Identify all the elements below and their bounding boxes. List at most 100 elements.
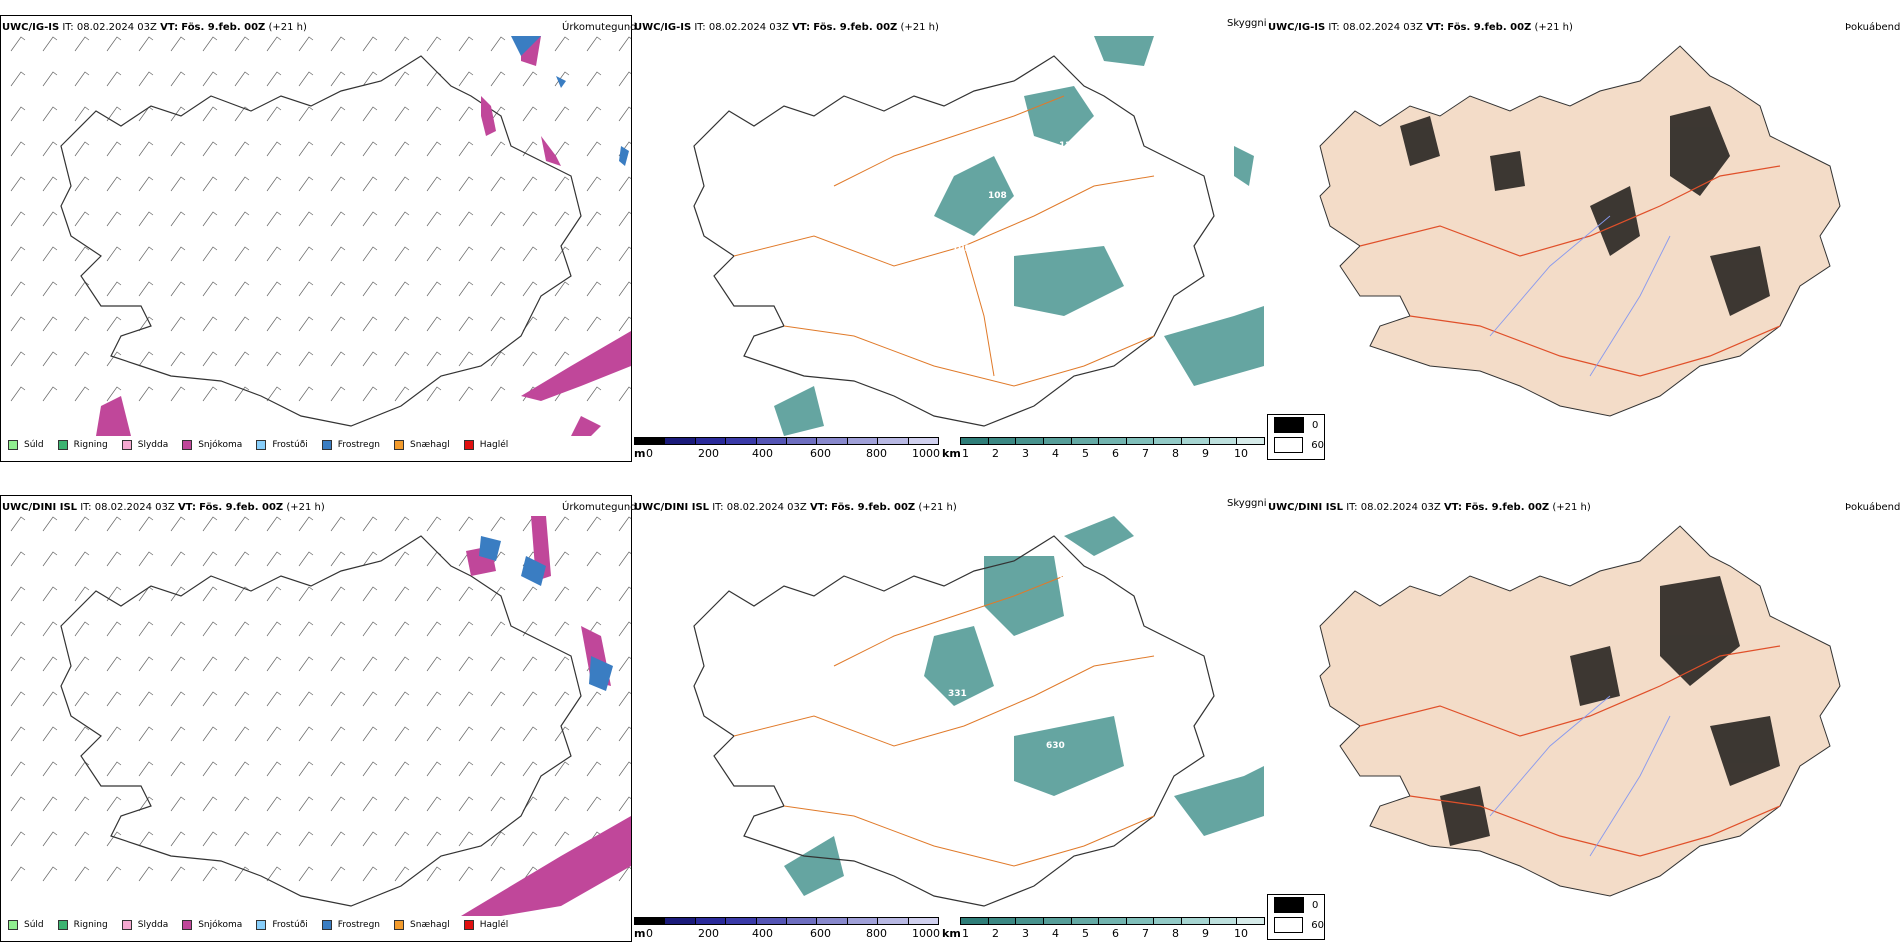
wind-barb bbox=[554, 281, 570, 297]
wind-barb bbox=[138, 141, 154, 157]
wind-barb bbox=[554, 246, 570, 262]
vis-title: Skyggni bbox=[1227, 498, 1267, 509]
vbar-tick: 5 bbox=[1082, 447, 1089, 460]
wind-barb bbox=[170, 316, 186, 332]
wind-barb bbox=[10, 211, 26, 227]
wind-barb bbox=[298, 386, 314, 402]
vbar-tick: 7 bbox=[1142, 447, 1149, 460]
wind-barb bbox=[106, 106, 122, 122]
wind-barb bbox=[234, 761, 250, 777]
wind-barb bbox=[170, 656, 186, 672]
valid-time: Fös. 9.feb. 00Z bbox=[1465, 502, 1550, 513]
wind-barb bbox=[426, 106, 442, 122]
wind-barb bbox=[362, 621, 378, 637]
wind-barb bbox=[106, 656, 122, 672]
wind-barb bbox=[74, 866, 90, 882]
wind-barb bbox=[42, 71, 58, 87]
wind-barb bbox=[330, 281, 346, 297]
rivers bbox=[1489, 215, 1671, 377]
wind-barb bbox=[74, 831, 90, 847]
freezing-rain-areas bbox=[511, 36, 629, 166]
valid-time: Fös. 9.feb. 00Z bbox=[199, 502, 284, 513]
wind-barb bbox=[458, 36, 474, 52]
wind-barb bbox=[10, 866, 26, 882]
wind-barb bbox=[10, 551, 26, 567]
cloudbase-value: 108 bbox=[988, 191, 1007, 201]
wind-barb bbox=[10, 656, 26, 672]
wind-barb bbox=[298, 176, 314, 192]
wind-barb bbox=[554, 726, 570, 742]
wind-barb bbox=[362, 516, 378, 532]
wind-barb bbox=[554, 351, 570, 367]
wind-barb bbox=[138, 516, 154, 532]
wind-barb bbox=[202, 796, 218, 812]
wind-barb bbox=[234, 246, 250, 262]
vbar-tick: 6 bbox=[1112, 927, 1119, 940]
visibility-colorbar bbox=[960, 437, 1265, 445]
wind-barb bbox=[74, 36, 90, 52]
swatch bbox=[182, 920, 193, 930]
wind-barb bbox=[10, 71, 26, 87]
cbar-seg bbox=[1126, 438, 1155, 444]
wind-barb bbox=[266, 351, 282, 367]
lead-time: (+21 h) bbox=[900, 22, 939, 33]
wind-barb bbox=[10, 316, 26, 332]
vbar-tick: 1 bbox=[962, 447, 969, 460]
wind-barb bbox=[490, 866, 506, 882]
wind-barb bbox=[106, 386, 122, 402]
wind-barb bbox=[74, 211, 90, 227]
wind-barb bbox=[138, 211, 154, 227]
model-name: UWC/IG-IS bbox=[2, 22, 60, 33]
wind-barb bbox=[42, 796, 58, 812]
wind-barb bbox=[106, 71, 122, 87]
wind-barb bbox=[490, 831, 506, 847]
legend-item-snjokoma: Snjókoma bbox=[182, 440, 242, 450]
vbar-tick: 2 bbox=[992, 447, 999, 460]
wind-barb bbox=[362, 316, 378, 332]
cbar-seg bbox=[787, 438, 818, 444]
vbar-tick: 9 bbox=[1202, 927, 1209, 940]
wind-barb bbox=[490, 761, 506, 777]
wind-barb bbox=[330, 516, 346, 532]
wind-barb bbox=[522, 656, 538, 672]
lead-time: (+21 h) bbox=[268, 22, 307, 33]
row-2: UWC/DINI ISL IT: 08.02.2024 03Z VT: Fös.… bbox=[0, 480, 1900, 950]
wind-barb bbox=[330, 71, 346, 87]
wind-barb bbox=[618, 796, 631, 812]
wind-barb bbox=[10, 176, 26, 192]
wind-barb bbox=[234, 106, 250, 122]
wind-barb bbox=[138, 246, 154, 262]
wind-barb bbox=[42, 351, 58, 367]
wind-barb bbox=[74, 316, 90, 332]
wind-barb bbox=[618, 246, 631, 262]
wind-barb bbox=[330, 586, 346, 602]
wind-barb bbox=[298, 141, 314, 157]
wind-barb bbox=[234, 281, 250, 297]
wind-barb bbox=[362, 246, 378, 262]
wind-barb bbox=[266, 551, 282, 567]
init-time: 08.02.2024 03Z bbox=[1360, 502, 1441, 513]
wind-barb bbox=[330, 36, 346, 52]
wind-barb bbox=[42, 106, 58, 122]
precip-map bbox=[10, 36, 631, 436]
wind-barb bbox=[234, 36, 250, 52]
wind-barb bbox=[586, 586, 602, 602]
swatch bbox=[256, 440, 267, 450]
wind-barb bbox=[490, 691, 506, 707]
cbar-tick: 1000 bbox=[912, 927, 940, 940]
wind-barb bbox=[554, 316, 570, 332]
wind-barb bbox=[74, 691, 90, 707]
wind-barb bbox=[10, 106, 26, 122]
wind-barb bbox=[266, 316, 282, 332]
wind-barb bbox=[458, 586, 474, 602]
fog-header: UWC/DINI ISL IT: 08.02.2024 03Z VT: Fös.… bbox=[1268, 502, 1591, 513]
wind-barb bbox=[202, 281, 218, 297]
wind-barb bbox=[298, 726, 314, 742]
wind-barb bbox=[394, 656, 410, 672]
cbar-seg bbox=[665, 438, 696, 444]
wind-barb bbox=[458, 281, 474, 297]
precip-legend: Súld Rigning Slydda Snjókoma Frostúði Fr… bbox=[8, 920, 522, 930]
cbar-seg bbox=[988, 918, 1017, 924]
wind-barb bbox=[138, 386, 154, 402]
cloudbase-value: 21 bbox=[998, 235, 1011, 245]
